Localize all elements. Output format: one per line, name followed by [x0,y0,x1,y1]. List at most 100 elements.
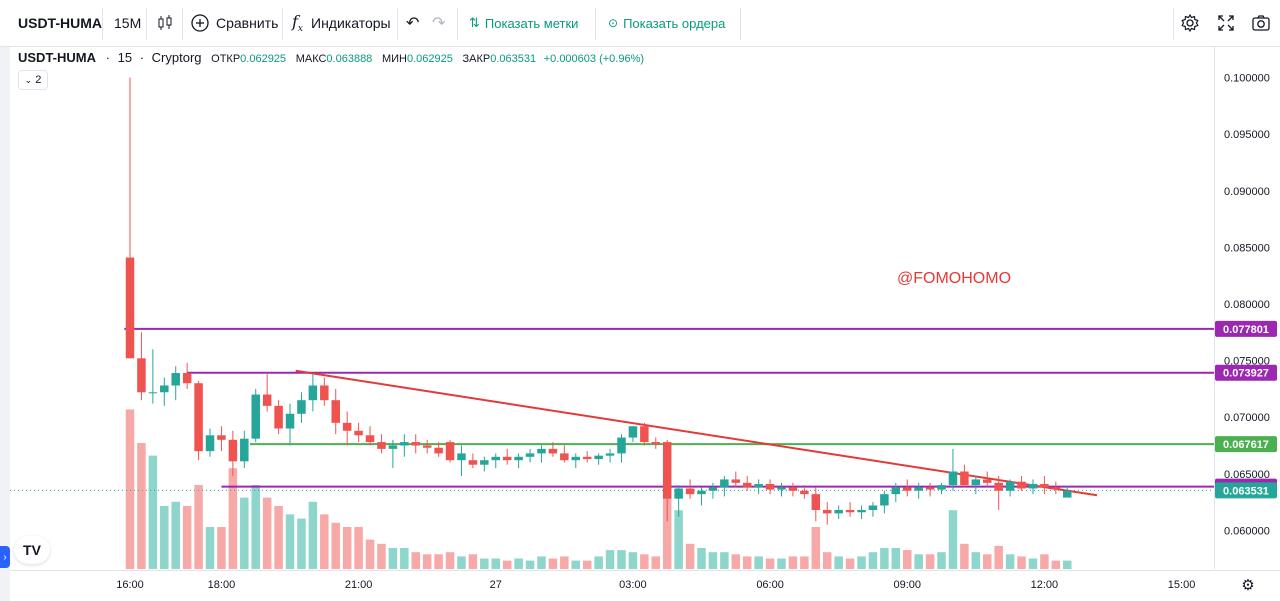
candle-body [937,485,946,490]
expand-panel-handle[interactable]: › [0,546,10,568]
interval-button[interactable]: 15М [114,0,141,46]
volume-bar [1063,560,1072,569]
volume-bar [674,510,683,569]
time-tick-label: 27 [490,579,502,591]
fullscreen-icon[interactable] [1216,0,1236,46]
volume-bar [400,548,409,569]
compare-button[interactable]: Сравнить [190,0,278,46]
volume-bar [868,552,878,569]
candle-body [240,438,249,462]
time-tick-label: 06:00 [756,579,784,591]
volume-bar [388,548,398,569]
symbol-search[interactable]: USDT-HUMA [18,0,102,46]
volume-bar [205,527,215,569]
volume-bar [411,552,420,569]
candle-body [983,479,992,483]
undo-icon[interactable]: ↶ [406,15,420,32]
candle-body [560,453,569,461]
tradingview-logo[interactable]: TV [14,536,50,564]
indicators-label: Индикаторы [311,15,391,31]
candle-body [525,453,535,457]
volume-bar [800,556,809,569]
volume-bar [537,556,546,569]
volume-bar [571,560,581,569]
candles-icon[interactable] [156,0,174,46]
volume-bar [285,514,295,569]
volume-bar [422,554,432,569]
candle-body [697,490,706,495]
price-line-label: 0.067617 [1223,439,1269,451]
candle-body [388,445,398,449]
candle-body [205,435,215,452]
candle-body [765,483,775,490]
volume-bar [560,556,569,569]
candle-body [834,510,843,514]
volume-bar [925,554,935,569]
candle-body [868,505,878,511]
price-line-label-bg [1215,364,1277,381]
volume-bar [902,550,912,569]
volume-bar [582,560,592,569]
candle-body [354,430,363,436]
price-tick-label: 0.090000 [1224,186,1270,198]
redo-icon[interactable]: ↷ [432,15,446,32]
candle-body [742,482,752,488]
volume-bar [971,552,981,569]
candle-body [251,394,260,439]
legend-open-label: ОТКР [211,53,241,65]
candle-body [674,488,683,499]
candle-body [662,442,672,499]
candle-body [468,460,478,465]
volume-bar [640,554,649,569]
volume-bar [617,550,626,569]
show-orders-button[interactable]: ⊙ Показать ордера [608,0,725,46]
candle-body [594,455,603,460]
candle-body [1040,483,1049,488]
candle-body [754,483,763,488]
show-marks-button[interactable]: ⇅ Показать метки [469,0,578,46]
volume-bar [788,556,798,569]
axis-settings-icon[interactable]: ⚙ [1241,576,1254,594]
candle-body [537,448,546,454]
price-axis-border [1214,47,1215,569]
candle-body [1063,490,1072,498]
volume-bar [331,522,340,569]
candle-body [308,385,318,401]
volume-bar [1051,560,1061,569]
candle-body [331,400,340,423]
candle-body [811,494,821,511]
candle-body [971,479,981,486]
candle-body [445,442,455,461]
time-axis-border [10,570,1280,571]
volume-bar [914,554,923,569]
candle-body [708,487,718,491]
legend-high-label: МАКС [295,53,327,65]
price-tick-label: 0.100000 [1224,73,1270,85]
volume-bar [891,548,901,569]
indicators-button[interactable]: fx Индикаторы [292,0,391,46]
volume-bar [731,554,741,569]
candle-body [605,453,615,456]
volume-bar [491,558,501,569]
collapse-indicators-button[interactable]: ⌄ 2 [18,70,48,90]
candle-body [182,373,192,384]
candle-body [422,445,432,448]
volume-bar [834,556,843,569]
volume-bar [297,518,306,569]
gear-icon[interactable] [1180,0,1200,46]
candle-body [880,494,889,506]
camera-icon[interactable] [1251,0,1271,46]
legend-high-value: 0.063888 [326,53,373,65]
legend-interval: 15 [117,50,133,65]
compare-label: Сравнить [216,15,279,31]
legend-change: +0.000603 (+0.96%) [543,53,645,65]
candle-body [685,488,695,495]
volume-bar [983,554,992,569]
volume-bar [525,560,535,569]
legend-low-label: МИН [381,53,407,65]
volume-bar [160,506,169,569]
candle-body [491,456,501,461]
volume-bar [1005,554,1015,569]
toolbar-divider [0,46,1280,47]
